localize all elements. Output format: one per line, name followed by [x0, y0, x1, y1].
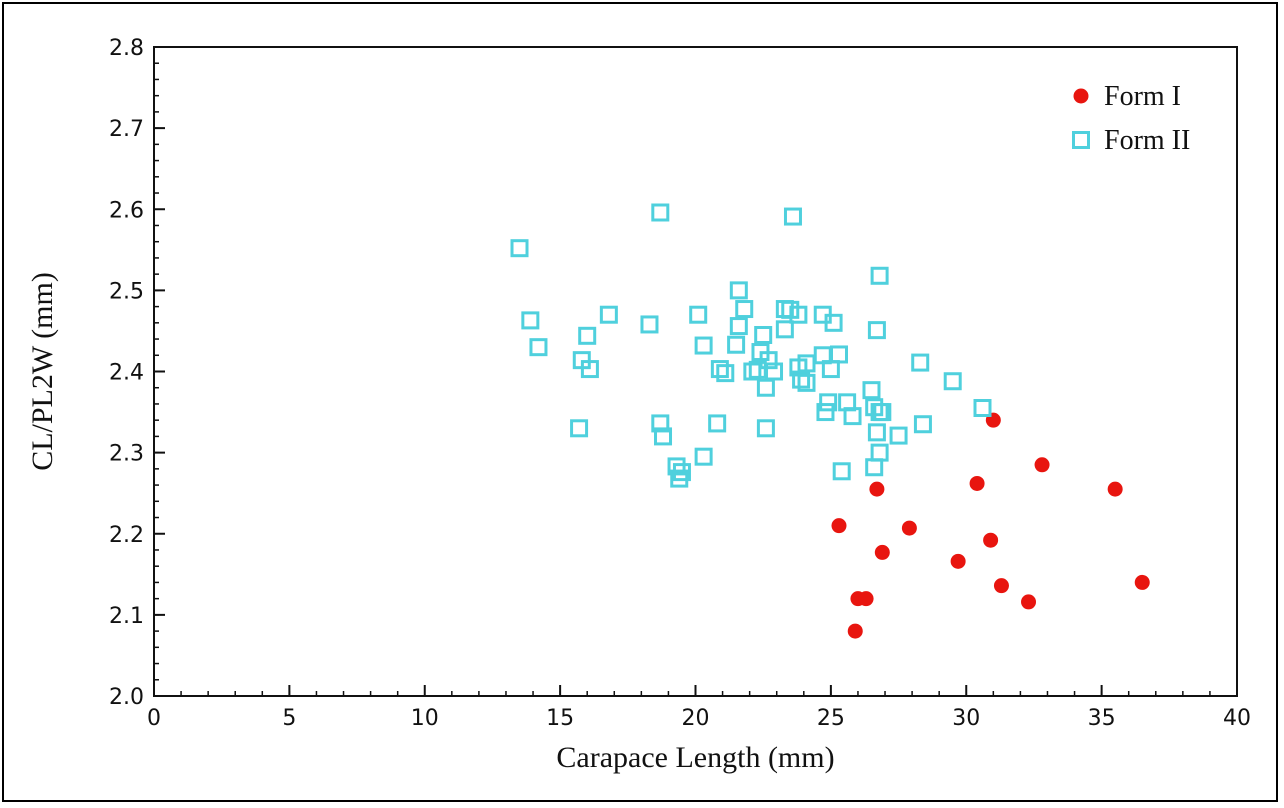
form-i-point — [950, 553, 966, 569]
y-tick-label: 2.1 — [109, 604, 144, 629]
form-ii-point — [708, 414, 727, 433]
form-ii-point — [889, 426, 908, 445]
legend-label-form-i: Form I — [1104, 81, 1181, 112]
x-tick-label: 35 — [1088, 706, 1116, 731]
legend-marker-form-ii — [1072, 131, 1090, 149]
form-ii-point — [651, 203, 670, 222]
form-i-point — [1021, 594, 1037, 610]
form-ii-point — [775, 320, 794, 339]
form-ii-point — [754, 325, 773, 344]
form-i-point — [969, 475, 985, 491]
form-ii-point — [578, 326, 597, 345]
form-ii-point — [816, 403, 835, 422]
form-ii-point — [729, 281, 748, 300]
form-ii-point — [710, 360, 729, 379]
form-ii-point — [913, 415, 932, 434]
form-ii-point — [943, 372, 962, 391]
form-i-point — [1107, 481, 1123, 497]
form-i-point — [869, 481, 885, 497]
y-tick-label: 2.5 — [109, 279, 144, 304]
legend: Form I Form II — [1072, 81, 1190, 156]
x-tick-label: 20 — [682, 706, 710, 731]
form-ii-point — [756, 378, 775, 397]
x-axis-title: Carapace Length (mm) — [556, 741, 834, 774]
x-tick-label: 25 — [817, 706, 845, 731]
data-points — [510, 203, 1150, 639]
form-ii-point — [651, 414, 670, 433]
form-ii-point — [694, 336, 713, 355]
form-ii-point — [911, 353, 930, 372]
form-ii-point — [570, 419, 589, 438]
x-tick-label: 30 — [952, 706, 980, 731]
form-ii-point — [789, 305, 808, 324]
form-ii-point — [672, 463, 691, 482]
form-i-point — [1034, 457, 1050, 473]
tick-labels: 0 5 10 15 20 25 30 35 40 2.0 2.1 2.2 2.3 2.4 2.5 2.6 2.7… — [109, 36, 1251, 731]
y-axis-title: CL/PL2W (mm) — [26, 272, 59, 471]
form-ii-point — [873, 403, 892, 422]
legend-marker-form-i — [1073, 88, 1089, 104]
form-i-point — [874, 544, 890, 560]
form-ii-point — [756, 419, 775, 438]
form-ii-point — [599, 305, 618, 324]
form-i-point — [847, 623, 863, 639]
form-ii-point — [529, 338, 548, 357]
y-tick-label: 2.4 — [109, 361, 144, 386]
x-tick-label: 40 — [1223, 706, 1251, 731]
form-ii-point — [716, 364, 735, 383]
form-ii-point — [640, 315, 659, 334]
form-ii-point — [759, 351, 778, 370]
form-ii-point — [973, 399, 992, 418]
form-ii-point — [867, 423, 886, 442]
scatter-chart: 0 5 10 15 20 25 30 35 40 2.0 2.1 2.2 2.3 2.4 2.5 2.6 2.7… — [26, 36, 1251, 774]
form-ii-point — [870, 443, 889, 462]
form-ii-point — [521, 311, 540, 330]
form-i-point — [983, 532, 999, 548]
form-ii-point — [765, 362, 784, 381]
x-tick-label: 5 — [282, 706, 296, 731]
form-ii-point — [819, 393, 838, 412]
form-ii-point — [829, 345, 848, 364]
form-ii-point — [797, 373, 816, 392]
form-ii-point — [689, 305, 708, 324]
axis-ticks — [153, 46, 1238, 697]
form-ii-point — [824, 313, 843, 332]
form-ii-point — [654, 427, 673, 446]
y-tick-label: 2.6 — [109, 198, 144, 223]
form-ii-point — [783, 207, 802, 226]
form-ii-point — [729, 317, 748, 336]
y-tick-label: 2.0 — [109, 685, 144, 710]
form-i-point — [901, 520, 917, 536]
form-ii-point — [870, 266, 889, 285]
form-ii-point — [862, 381, 881, 400]
form-ii-point — [867, 321, 886, 340]
form-ii-point — [843, 407, 862, 426]
legend-label-form-ii: Form II — [1104, 125, 1190, 156]
form-ii-point — [667, 457, 686, 476]
y-tick-label: 2.2 — [109, 523, 144, 548]
form-i-point — [1134, 574, 1150, 590]
x-tick-label: 15 — [546, 706, 574, 731]
form-ii-point — [832, 462, 851, 481]
form-i-point — [993, 578, 1009, 594]
form-ii-point — [510, 239, 529, 258]
y-tick-label: 2.7 — [109, 117, 144, 142]
form-ii-point — [727, 335, 746, 354]
form-i-point — [858, 591, 874, 607]
form-ii-point — [743, 362, 762, 381]
form-ii-point — [580, 360, 599, 379]
y-tick-label: 2.3 — [109, 442, 144, 467]
form-ii-point — [694, 447, 713, 466]
form-ii-point — [735, 300, 754, 319]
x-tick-label: 10 — [411, 706, 439, 731]
form-i-point — [831, 518, 847, 534]
form-ii-point — [865, 458, 884, 477]
x-tick-label: 0 — [147, 706, 161, 731]
y-tick-label: 2.8 — [109, 36, 144, 61]
